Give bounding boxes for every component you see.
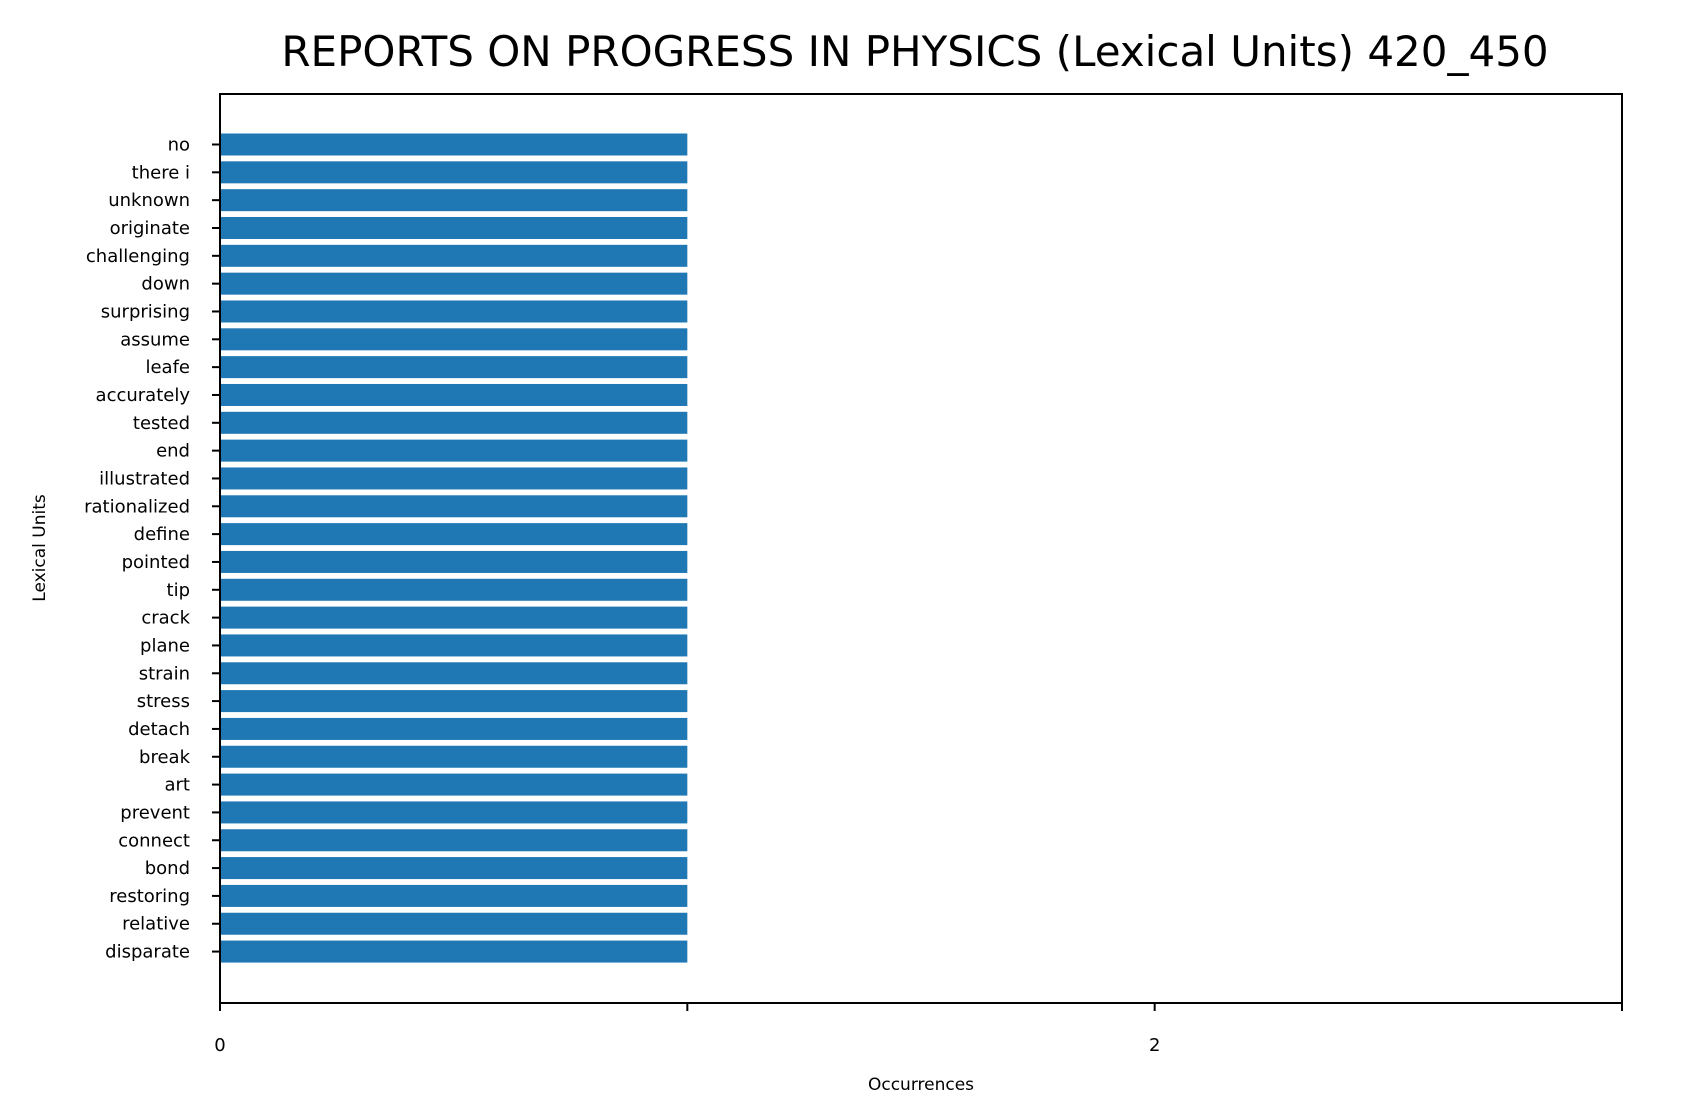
y-tick-label-7: assume: [120, 329, 190, 350]
bar-8: [220, 356, 688, 379]
bar-20: [220, 690, 688, 713]
y-tick-label-20: stress: [137, 691, 190, 712]
y-tick-label-15: pointed: [122, 552, 190, 573]
y-tick-label-28: relative: [122, 914, 190, 935]
bar-6: [220, 300, 688, 323]
bar-11: [220, 439, 688, 462]
y-tick-label-10: tested: [133, 413, 190, 434]
bar-7: [220, 328, 688, 351]
y-tick-label-25: connect: [118, 830, 190, 851]
y-tick-label-18: plane: [140, 635, 190, 656]
bar-29: [220, 940, 688, 963]
bar-2: [220, 189, 688, 212]
bar-3: [220, 216, 688, 239]
y-tick-label-14: define: [134, 524, 190, 545]
bar-23: [220, 773, 688, 796]
bar-24: [220, 801, 688, 824]
y-tick-label-21: detach: [128, 719, 190, 740]
bar-5: [220, 272, 688, 295]
y-tick-label-1: there i: [132, 162, 190, 183]
y-tick-label-2: unknown: [108, 190, 190, 211]
bar-1: [220, 161, 688, 184]
bar-4: [220, 244, 688, 267]
bar-19: [220, 662, 688, 685]
bar-25: [220, 829, 688, 852]
y-tick-label-29: disparate: [105, 942, 190, 963]
bar-14: [220, 523, 688, 546]
x-tick-label-2: 2: [1149, 1035, 1160, 1056]
y-tick-label-3: originate: [110, 218, 190, 239]
bar-16: [220, 578, 688, 601]
bar-22: [220, 745, 688, 768]
bar-0: [220, 133, 688, 156]
y-tick-label-16: tip: [167, 580, 190, 601]
y-tick-label-23: art: [165, 775, 191, 796]
bar-21: [220, 717, 688, 740]
y-tick-label-27: restoring: [109, 886, 190, 907]
x-tick-label-0: 0: [214, 1035, 225, 1056]
y-tick-label-13: rationalized: [84, 496, 190, 517]
y-tick-label-17: crack: [141, 608, 190, 629]
y-tick-label-9: accurately: [96, 385, 191, 406]
y-tick-label-5: down: [141, 274, 190, 295]
bar-12: [220, 467, 688, 490]
y-tick-label-19: strain: [139, 663, 190, 684]
y-tick-label-24: prevent: [120, 802, 190, 823]
y-tick-label-26: bond: [145, 858, 190, 879]
bar-18: [220, 634, 688, 657]
bar-27: [220, 884, 688, 907]
bar-28: [220, 912, 688, 935]
plot-frame: [219, 93, 1623, 1004]
bars-group: [220, 133, 688, 963]
y-tick-label-4: challenging: [86, 246, 190, 267]
y-axis-label: Lexical Units: [30, 494, 50, 602]
y-tick-label-11: end: [156, 441, 190, 462]
x-axis-label: Occurrences: [868, 1075, 974, 1095]
bar-13: [220, 495, 688, 518]
y-tick-label-6: surprising: [101, 301, 190, 322]
bar-15: [220, 550, 688, 573]
y-tick-label-12: illustrated: [99, 468, 190, 489]
y-tick-label-8: leafe: [145, 357, 190, 378]
y-axis-ticks: no there i unknown originate challenging down…: [84, 135, 220, 963]
bar-17: [220, 606, 688, 629]
bar-10: [220, 411, 688, 434]
bar-9: [220, 383, 688, 406]
bar-26: [220, 857, 688, 880]
chart-title: REPORTS ON PROGRESS IN PHYSICS (Lexical …: [281, 27, 1548, 76]
y-tick-label-22: break: [139, 747, 191, 768]
y-tick-label-0: no: [168, 135, 190, 156]
